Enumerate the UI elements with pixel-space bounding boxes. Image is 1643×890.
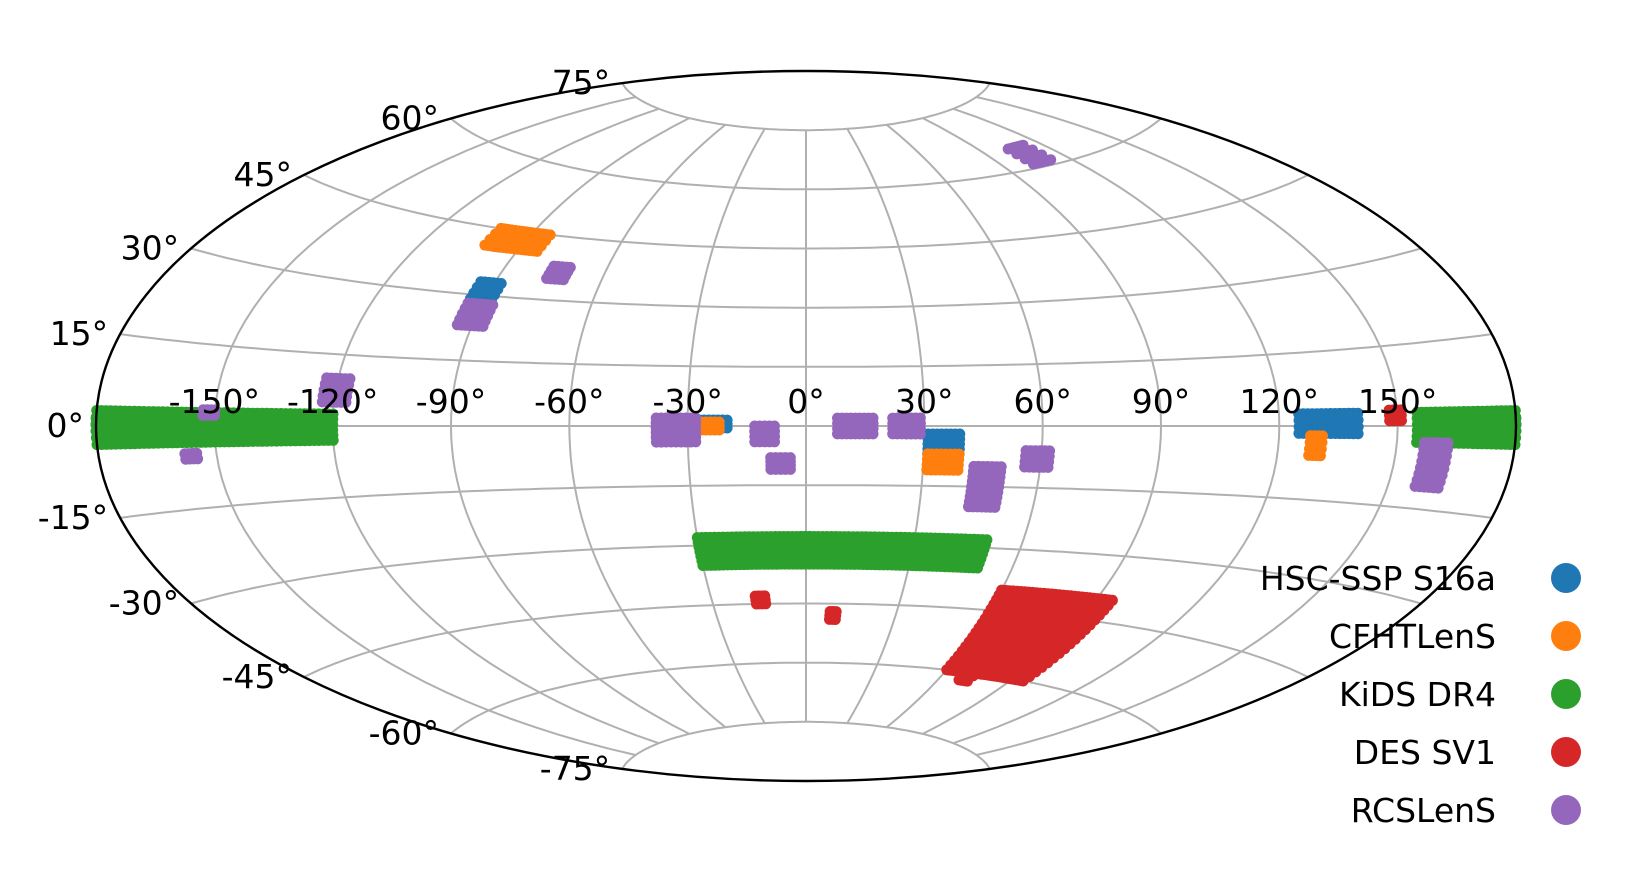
map-border <box>94 69 1518 783</box>
data-point <box>1395 404 1407 416</box>
series-points <box>179 139 1454 513</box>
x-tick-label: -150° <box>169 382 260 421</box>
x-tick-label: -60° <box>534 382 604 421</box>
y-tick-label: 30° <box>121 229 180 268</box>
data-point <box>487 299 499 311</box>
y-tick-label: -75° <box>540 749 610 788</box>
legend-label: RCSLenS <box>1351 791 1496 830</box>
legend-marker <box>1551 621 1581 651</box>
legend-label: KiDS DR4 <box>1339 675 1496 714</box>
data-point <box>1442 437 1454 449</box>
data-point <box>830 606 842 618</box>
data-points <box>90 139 1522 687</box>
y-tick-label: 0° <box>47 406 85 445</box>
data-point <box>784 452 796 464</box>
data-point <box>954 428 966 440</box>
legend-label: HSC-SSP S16a <box>1260 559 1496 598</box>
data-point <box>953 448 965 460</box>
parallel-line <box>120 333 1492 368</box>
data-point <box>564 261 576 273</box>
data-point <box>867 412 879 424</box>
legend-label: CFHTLenS <box>1329 617 1496 656</box>
legend-marker <box>1551 563 1581 593</box>
legend-label: DES SV1 <box>1354 733 1496 772</box>
x-tick-label: 120° <box>1240 382 1320 421</box>
x-tick-label: -90° <box>416 382 486 421</box>
data-point <box>344 373 356 385</box>
data-point <box>327 408 339 420</box>
parallel-line <box>621 720 991 770</box>
data-point <box>713 416 725 428</box>
data-point <box>1036 149 1048 161</box>
y-tick-label: -60° <box>369 713 439 752</box>
y-tick-label: -30° <box>109 584 179 623</box>
parallel-line <box>450 117 1162 191</box>
parallel-line <box>450 661 1162 735</box>
data-point <box>495 278 507 289</box>
data-point <box>191 447 203 459</box>
x-tick-label: -30° <box>652 382 722 421</box>
data-point <box>981 534 993 546</box>
legend-marker <box>1551 795 1581 825</box>
data-point <box>544 229 556 241</box>
parallel-line <box>303 602 1309 678</box>
grid-lines <box>96 82 1516 770</box>
series-points <box>479 222 1328 476</box>
parallel-line <box>190 247 1422 309</box>
x-tick-label: 90° <box>1132 382 1191 421</box>
data-point <box>1045 154 1057 166</box>
legend-entry: CFHTLenS <box>1329 617 1581 656</box>
data-point <box>978 660 990 671</box>
data-point <box>690 412 702 424</box>
y-tick-label: 60° <box>381 99 440 138</box>
data-point <box>1044 445 1056 457</box>
y-tick-label: -15° <box>38 498 108 537</box>
legend-marker <box>1551 737 1581 767</box>
data-point <box>1027 144 1038 156</box>
data-point <box>1106 594 1118 606</box>
x-tick-label: 60° <box>1013 382 1072 421</box>
legend-entry: RCSLenS <box>1351 791 1581 830</box>
data-point <box>995 461 1007 473</box>
x-tick-label: -120° <box>287 382 378 421</box>
legend: HSC-SSP S16a CFHTLenS KiDS DR4 DES SV1 RCSLe… <box>1260 559 1581 830</box>
legend-entry: DES SV1 <box>1354 733 1581 772</box>
legend-entry: HSC-SSP S16a <box>1260 559 1581 598</box>
y-tick-label: -45° <box>222 657 292 696</box>
y-tick-label: 15° <box>50 314 109 353</box>
y-tick-label: 75° <box>552 63 611 102</box>
legend-marker <box>1551 679 1581 709</box>
data-point <box>1352 407 1364 419</box>
parallel-line <box>621 82 991 132</box>
tick-labels: -150° -120° -90° -60° -30° 0° 30° 60° 90° 120° 150… <box>38 63 1438 788</box>
parallel-line <box>303 174 1309 250</box>
y-tick-label: 45° <box>234 155 293 194</box>
data-point <box>1317 430 1328 442</box>
data-point <box>914 412 926 424</box>
x-tick-label: 150° <box>1358 382 1438 421</box>
series-points <box>749 404 1407 687</box>
legend-entry: KiDS DR4 <box>1339 675 1581 714</box>
parallel-line <box>120 484 1492 519</box>
data-point <box>759 590 771 602</box>
x-tick-label: 0° <box>787 382 825 421</box>
data-point <box>768 420 780 432</box>
x-tick-label: 30° <box>895 382 954 421</box>
data-point <box>209 404 221 416</box>
data-point <box>1017 139 1029 151</box>
